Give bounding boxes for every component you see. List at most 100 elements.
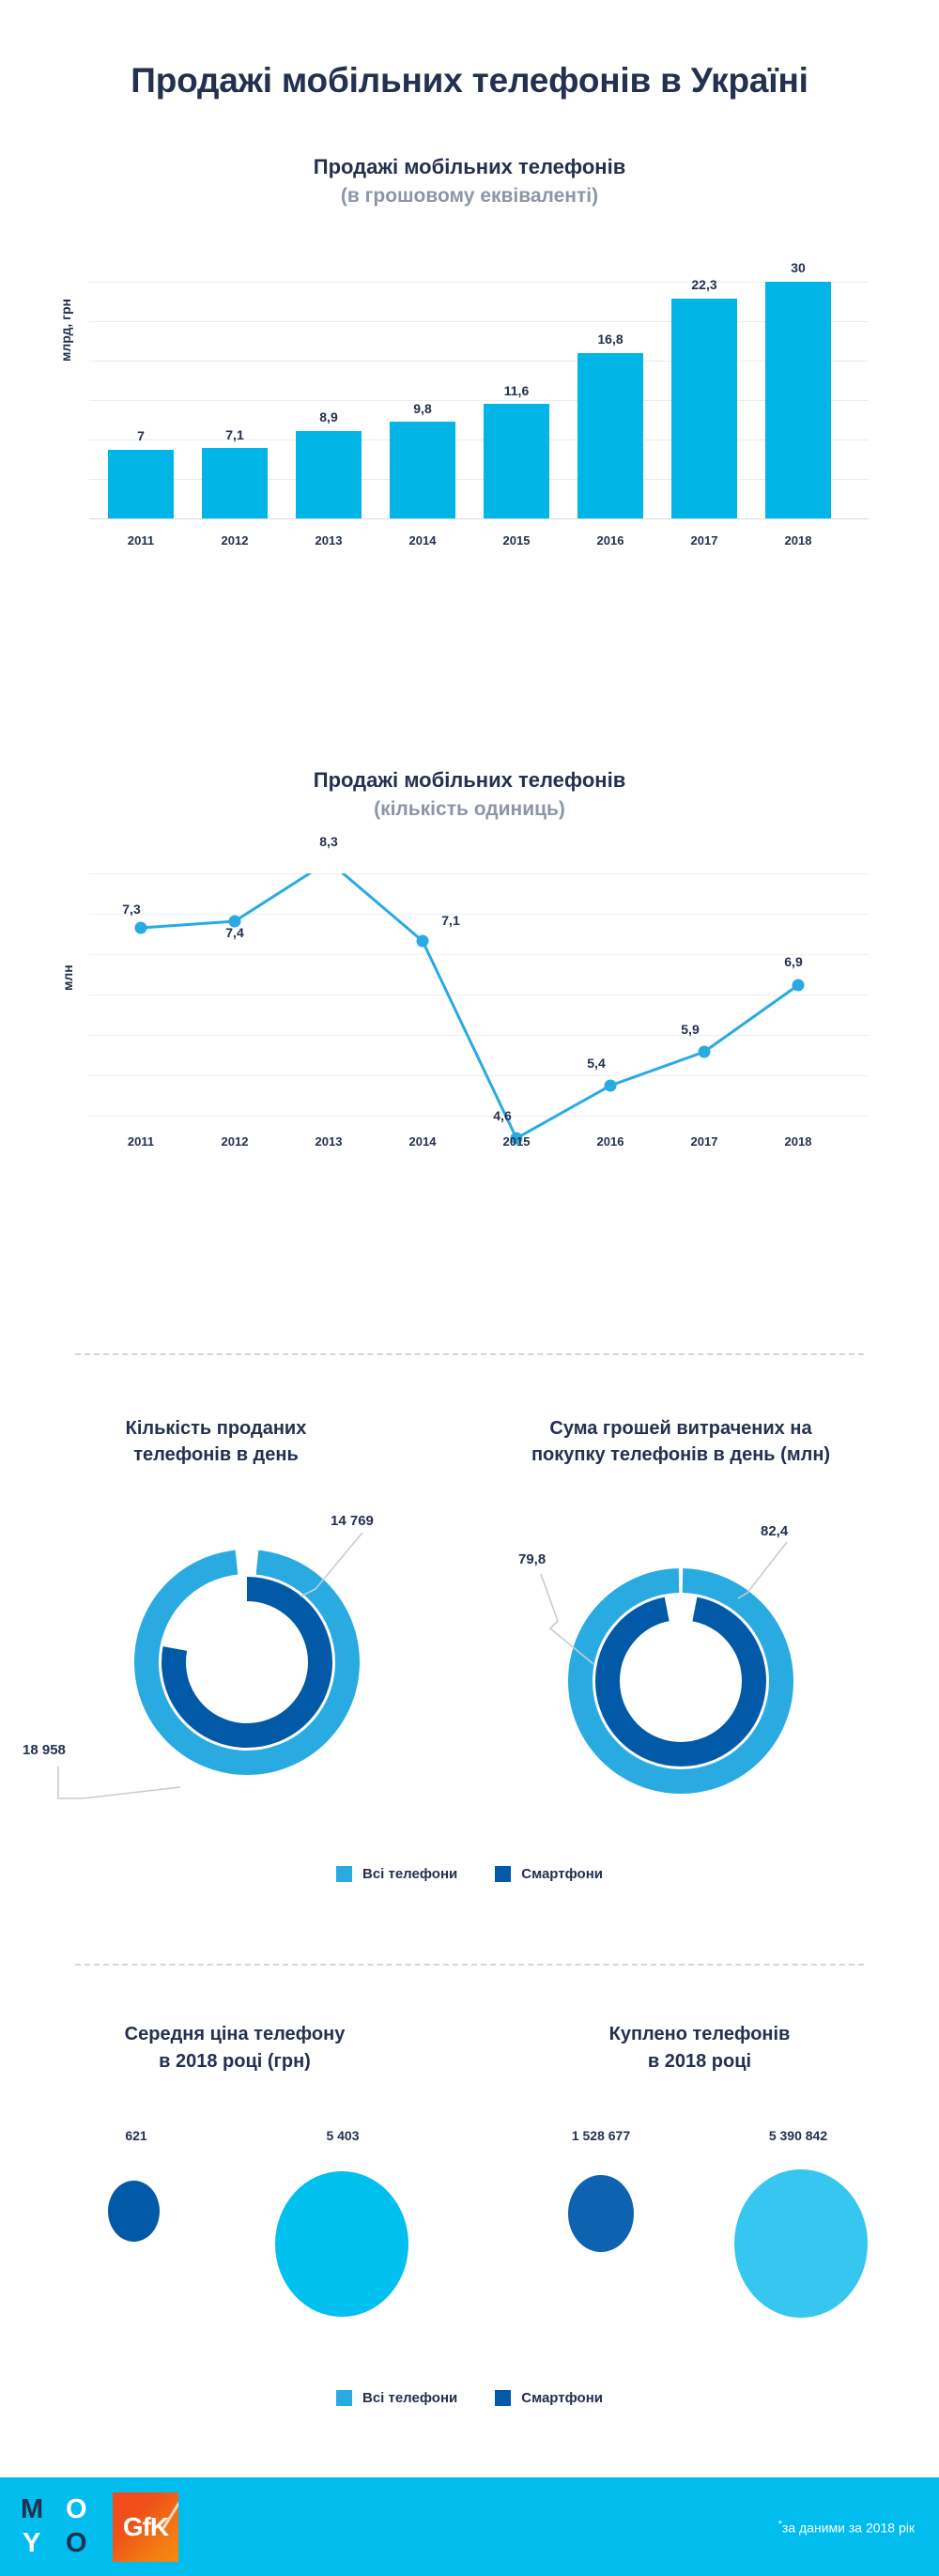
legend-swatch-icon xyxy=(335,2390,352,2406)
bubble-right-value-small: 1 528 677 xyxy=(571,2128,631,2143)
footnote-text: за даними за 2018 рік xyxy=(781,2520,915,2536)
legend-label: Всі телефони xyxy=(362,2390,458,2406)
legend-label: Смартфони xyxy=(521,2390,603,2406)
bar-value-2015: 11,6 xyxy=(503,383,530,398)
donut-right-inner-value: 79,8 xyxy=(518,1551,546,1567)
line-xtick-2017: 2017 xyxy=(690,1134,718,1149)
line-value-2018: 6,9 xyxy=(784,954,803,969)
legend-item-all-phones[interactable]: Всі телефони xyxy=(335,1866,458,1882)
bubble-left-title-line1: Середня ціна телефону xyxy=(124,2024,346,2044)
donut-chart-right xyxy=(559,1559,803,1803)
gridline xyxy=(89,1116,869,1117)
line-value-2015: 4,6 xyxy=(493,1108,512,1123)
gridline xyxy=(89,873,869,874)
bubble-left-title-line2: в 2018 році (грн) xyxy=(159,2051,311,2072)
footnote-marker: * xyxy=(777,2519,782,2530)
donut-left-title-line2: телефонів в день xyxy=(133,1444,299,1465)
line-point-2011[interactable] xyxy=(134,921,147,934)
gfk-logo-text: GfK xyxy=(122,2512,169,2541)
line-value-2012: 7,4 xyxy=(225,925,244,940)
page-title: Продажі мобільних телефонів в Україні xyxy=(131,61,808,100)
donut-left-inner-value: 18 958 xyxy=(23,1742,66,1758)
bubble-right-all-phones[interactable] xyxy=(734,2169,868,2318)
bar-chart-subtitle: (в грошовому еквіваленті) xyxy=(340,185,599,207)
donut-right-outer-value: 82,4 xyxy=(761,1523,789,1539)
line-xtick-2018: 2018 xyxy=(784,1134,812,1149)
section-divider-2 xyxy=(75,1964,864,1966)
bar-value-2018: 30 xyxy=(791,260,806,275)
donut-left-leader-line-1 xyxy=(300,1532,363,1597)
line-value-2011: 7,3 xyxy=(122,902,141,917)
legend-swatch-icon xyxy=(335,1866,352,1882)
line-point-2016[interactable] xyxy=(604,1079,617,1092)
bubble-left-all-phones[interactable] xyxy=(275,2171,408,2317)
legend-item-smartphones[interactable]: Смартфони xyxy=(495,1866,603,1882)
bar-value-2016: 16,8 xyxy=(597,332,623,347)
legend-label: Смартфони xyxy=(521,1866,603,1882)
donut-right-title-line2: покупку телефонів в день (млн) xyxy=(531,1444,831,1465)
line-value-2014: 7,1 xyxy=(441,913,460,928)
line-chart-title: Продажі мобільних телефонів xyxy=(313,768,626,792)
gridline xyxy=(89,1035,869,1036)
line-point-2014[interactable] xyxy=(416,934,429,948)
donut-left-outer-value: 14 769 xyxy=(331,1513,374,1529)
donut-left-title-line1: Кількість проданих xyxy=(125,1418,307,1439)
gridline xyxy=(89,282,869,283)
legend-item-all-phones-bubbles[interactable]: Всі телефони xyxy=(335,2390,458,2406)
bubble-right-title-line1: Куплено телефонів xyxy=(608,2024,791,2044)
donut-left-inner-ring[interactable] xyxy=(162,1577,332,1748)
bubble-right-title-line2: в 2018 році xyxy=(647,2051,752,2072)
gfk-logo[interactable]: GfK xyxy=(113,2492,178,2562)
bar-xtick-2012: 2012 xyxy=(221,533,249,548)
gridline xyxy=(89,954,869,955)
bar-2011[interactable] xyxy=(108,449,174,518)
bar-2013[interactable] xyxy=(296,430,362,518)
bar-2014[interactable] xyxy=(390,422,455,518)
bar-value-2013: 8,9 xyxy=(319,409,338,424)
bar-area: 7 7,1 8,9 9,8 11,6 xyxy=(89,260,869,518)
bar-2012[interactable] xyxy=(202,448,268,518)
line-point-2015[interactable] xyxy=(510,1132,523,1145)
gridline xyxy=(89,914,869,915)
bar-chart: 7 7,1 8,9 9,8 11,6 xyxy=(89,260,869,548)
bubble-right-value-large: 5 390 842 xyxy=(768,2128,828,2143)
gridline xyxy=(89,479,869,480)
bar-2018[interactable] xyxy=(765,282,831,518)
footer-bar: M O Y O GfK *за даними за 2018 рік xyxy=(0,2477,939,2576)
section-divider-1 xyxy=(75,1353,864,1355)
line-point-2018[interactable] xyxy=(792,979,805,992)
moyo-logo[interactable]: M O Y O xyxy=(21,2496,107,2558)
bar-2015[interactable] xyxy=(484,404,549,518)
line-point-2012[interactable] xyxy=(228,915,241,928)
donut-right-outer-ring[interactable] xyxy=(568,1568,793,1794)
bar-value-2017: 22,3 xyxy=(691,277,717,292)
line-path xyxy=(140,873,799,1141)
bubble-legend: Всі телефони Смартфони xyxy=(0,2390,939,2406)
bar-2016[interactable] xyxy=(577,352,643,518)
bar-chart-title: Продажі мобільних телефонів xyxy=(313,155,626,178)
donut-left-outer-ring[interactable] xyxy=(134,1550,360,1775)
donut-right-leader-line-1 xyxy=(737,1541,788,1599)
bar-value-2011: 7 xyxy=(137,428,145,443)
legend-label: Всі телефони xyxy=(362,1866,458,1882)
line-value-2017: 5,9 xyxy=(681,1022,700,1037)
bar-2017[interactable] xyxy=(671,298,737,518)
moyo-letter-o2: O xyxy=(66,2528,87,2558)
bubble-right-smartphones[interactable] xyxy=(568,2175,634,2252)
line-point-2017[interactable] xyxy=(698,1045,711,1058)
bubble-left-value-large: 5 403 xyxy=(326,2128,360,2143)
line-xtick-2011: 2011 xyxy=(127,1134,155,1149)
line-chart-subtitle: (кількість одиниць) xyxy=(374,798,565,820)
bar-xtick-2015: 2015 xyxy=(502,533,531,548)
donut-right-inner-ring[interactable] xyxy=(595,1596,766,1766)
bar-xtick-2014: 2014 xyxy=(408,533,437,548)
bar-xtick-2018: 2018 xyxy=(784,533,812,548)
legend-item-smartphones-bubbles[interactable]: Смартфони xyxy=(495,2390,603,2406)
line-xtick-2014: 2014 xyxy=(408,1134,437,1149)
bar-value-2014: 9,8 xyxy=(413,401,432,416)
bubble-left-smartphones[interactable] xyxy=(108,2181,160,2242)
bar-xtick-2017: 2017 xyxy=(690,533,718,548)
moyo-letter-m: M xyxy=(21,2494,44,2524)
bar-x-axis xyxy=(89,518,869,519)
line-chart-ylabel: млн xyxy=(60,964,75,991)
